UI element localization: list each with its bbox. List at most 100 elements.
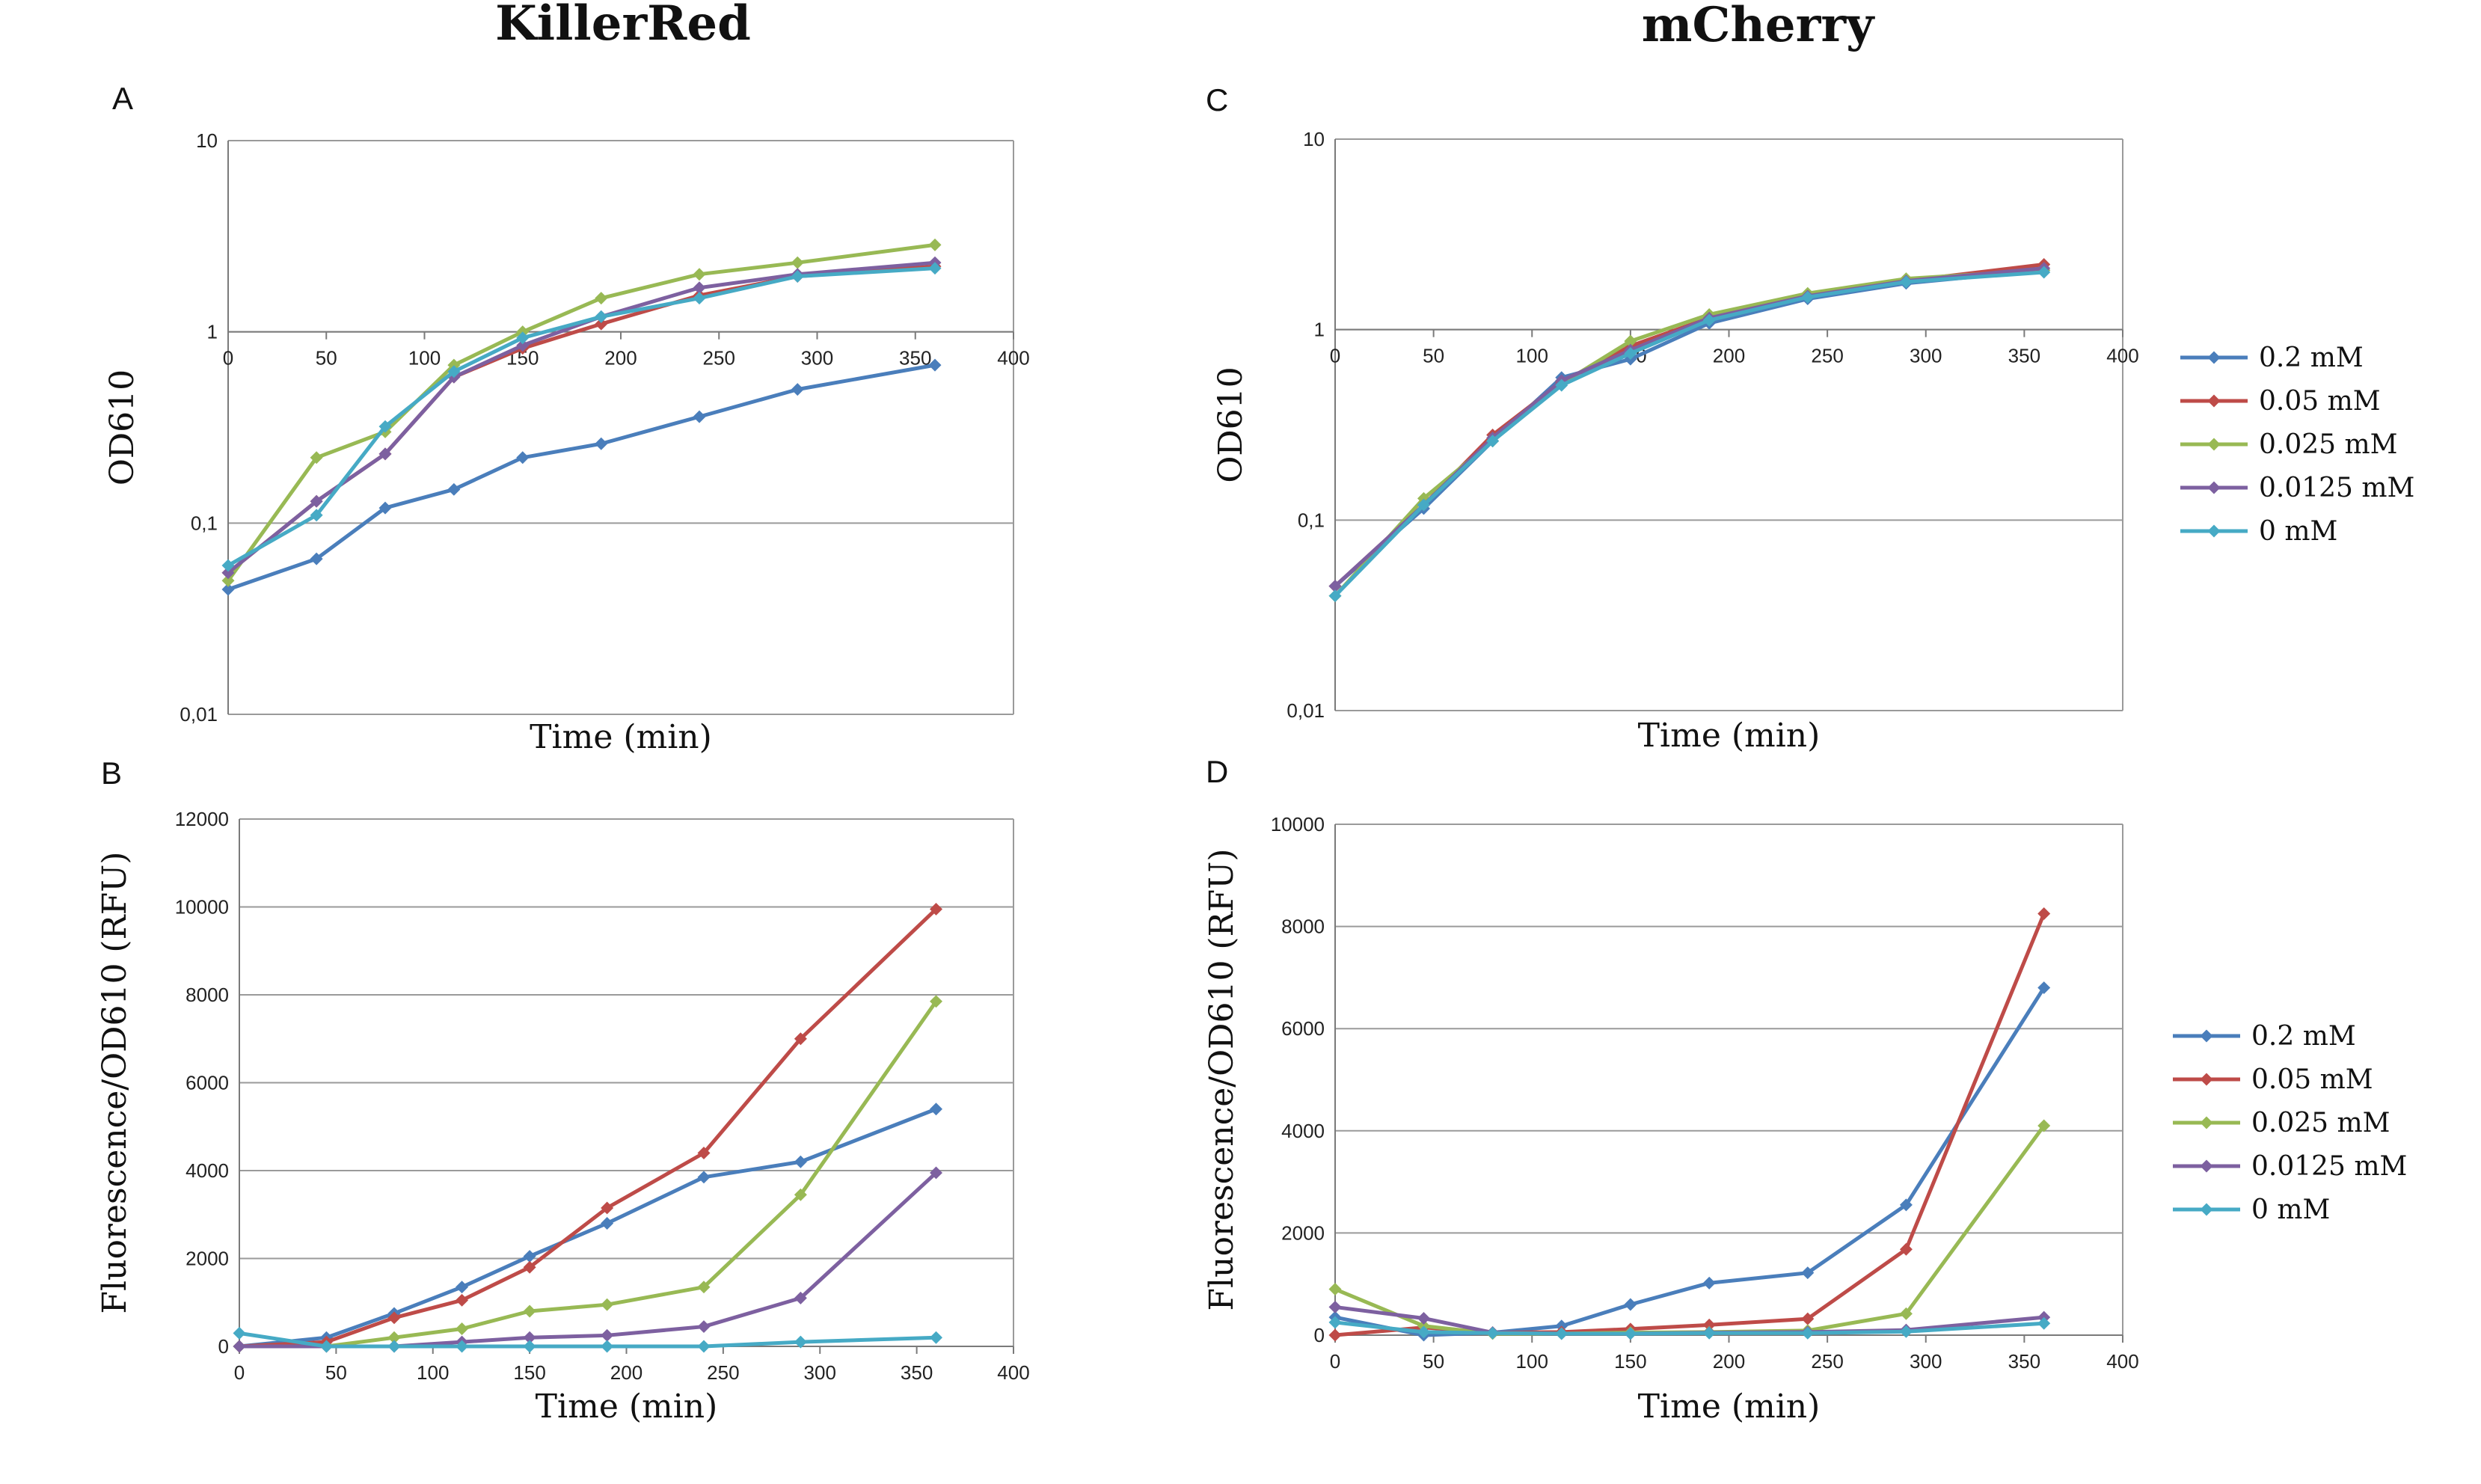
data-point	[2037, 907, 2051, 921]
data-point	[791, 383, 804, 396]
legend-label: 0.2 mM	[2251, 1021, 2356, 1052]
y-tick-label: 4000	[1281, 1120, 1325, 1142]
data-point	[221, 583, 235, 596]
data-point	[387, 1331, 401, 1344]
panel-letter-a: A	[112, 81, 134, 116]
data-point	[523, 1250, 536, 1263]
legend-marker	[2200, 1203, 2213, 1216]
x-tick-label: 100	[417, 1361, 449, 1384]
data-point	[601, 1201, 614, 1215]
data-point	[601, 1340, 614, 1353]
x-tick-label: 150	[513, 1361, 545, 1384]
data-point	[523, 1304, 536, 1318]
legend-label: 0.05 mM	[2259, 386, 2381, 417]
series-line	[227, 260, 936, 574]
legend-marker	[2207, 524, 2221, 538]
data-point	[2037, 1316, 2051, 1330]
data-point	[1899, 1307, 1913, 1320]
series-line	[227, 264, 936, 574]
series-0-0125-mm	[233, 1166, 942, 1353]
data-point	[693, 281, 706, 295]
data-point	[595, 437, 608, 450]
legend-marker	[2207, 481, 2221, 494]
y-axis-title: Fluorescence/OD610 (RFU)	[96, 852, 134, 1314]
x-tick-label: 150	[1614, 1350, 1646, 1373]
x-tick-label: 250	[1811, 345, 1843, 367]
panel-letter-b: B	[101, 755, 123, 791]
series-0-2-mm	[1328, 263, 2051, 593]
y-tick-label: 1	[207, 321, 218, 343]
data-point	[1624, 1298, 1637, 1311]
y-tick-label: 1	[1314, 319, 1325, 341]
data-point	[794, 1335, 807, 1349]
legend: 0.2 mM 0.05 mM 0.025 mM 0.0125 mM 0 mM	[2173, 1021, 2407, 1225]
data-point	[794, 1188, 807, 1201]
data-point	[523, 1260, 536, 1274]
x-tick-label: 350	[2008, 1350, 2040, 1373]
series-0-2-mm	[233, 1103, 942, 1353]
data-point	[310, 509, 323, 522]
data-point	[595, 292, 608, 305]
x-tick-label: 50	[1423, 1350, 1444, 1373]
y-tick-label: 0	[218, 1335, 229, 1358]
x-tick-label: 300	[1910, 345, 1942, 367]
x-tick-label: 50	[325, 1361, 347, 1384]
series-line	[239, 1107, 937, 1349]
series-line	[1334, 268, 2044, 598]
data-point	[221, 574, 235, 587]
data-point	[2037, 1119, 2051, 1132]
data-point	[310, 451, 323, 464]
x-tick-label: 0	[234, 1361, 245, 1384]
data-point	[1328, 1316, 1342, 1329]
data-point	[791, 256, 804, 269]
series-0-05-mm	[233, 902, 942, 1353]
series-0-mm	[1328, 1316, 2051, 1340]
y-tick-label: 6000	[1281, 1017, 1325, 1040]
x-tick-label: 50	[1423, 345, 1444, 367]
data-point	[516, 451, 530, 464]
data-point	[1417, 1311, 1430, 1325]
series-line	[1334, 266, 2044, 588]
data-point	[1328, 1300, 1342, 1313]
data-point	[1328, 1283, 1342, 1296]
data-point	[378, 447, 392, 461]
series-line	[226, 242, 936, 582]
data-point	[456, 1293, 469, 1307]
data-point	[1801, 1326, 1815, 1340]
y-tick-label: 10	[196, 129, 218, 152]
panel-letter-c: C	[1206, 82, 1229, 117]
x-tick-label: 250	[703, 347, 735, 370]
series-0-025-mm	[221, 238, 942, 587]
x-tick-label: 200	[1713, 345, 1745, 367]
x-tick-label: 50	[316, 347, 337, 370]
legend-label: 0.025 mM	[2251, 1108, 2390, 1138]
y-axis-title: Fluorescence/OD610 (RFU)	[1203, 849, 1241, 1311]
data-point	[523, 1340, 536, 1353]
panel-letter-d: D	[1206, 754, 1229, 789]
data-point	[697, 1281, 711, 1294]
x-tick-label: 200	[604, 347, 637, 370]
data-point	[601, 1298, 614, 1311]
x-tick-label: 100	[1516, 1350, 1548, 1373]
data-point	[1899, 1325, 1913, 1338]
x-tick-label: 250	[1811, 1350, 1843, 1373]
legend-marker	[2200, 1159, 2213, 1173]
data-point	[697, 1147, 711, 1159]
killerred-column-title: KillerRed	[495, 0, 751, 52]
data-point	[1486, 435, 1500, 448]
y-axis-title: OD610	[103, 370, 141, 485]
data-point	[387, 1340, 401, 1353]
y-tick-label: 6000	[185, 1072, 229, 1094]
y-tick-label: 10	[1303, 128, 1325, 150]
data-point	[456, 1281, 469, 1294]
data-point	[233, 1326, 246, 1340]
y-tick-label: 0,1	[1298, 509, 1325, 531]
data-point	[1801, 1266, 1815, 1280]
data-point	[221, 566, 235, 580]
data-point	[1702, 1318, 1716, 1331]
series-line	[239, 907, 938, 1349]
data-point	[697, 1340, 711, 1353]
